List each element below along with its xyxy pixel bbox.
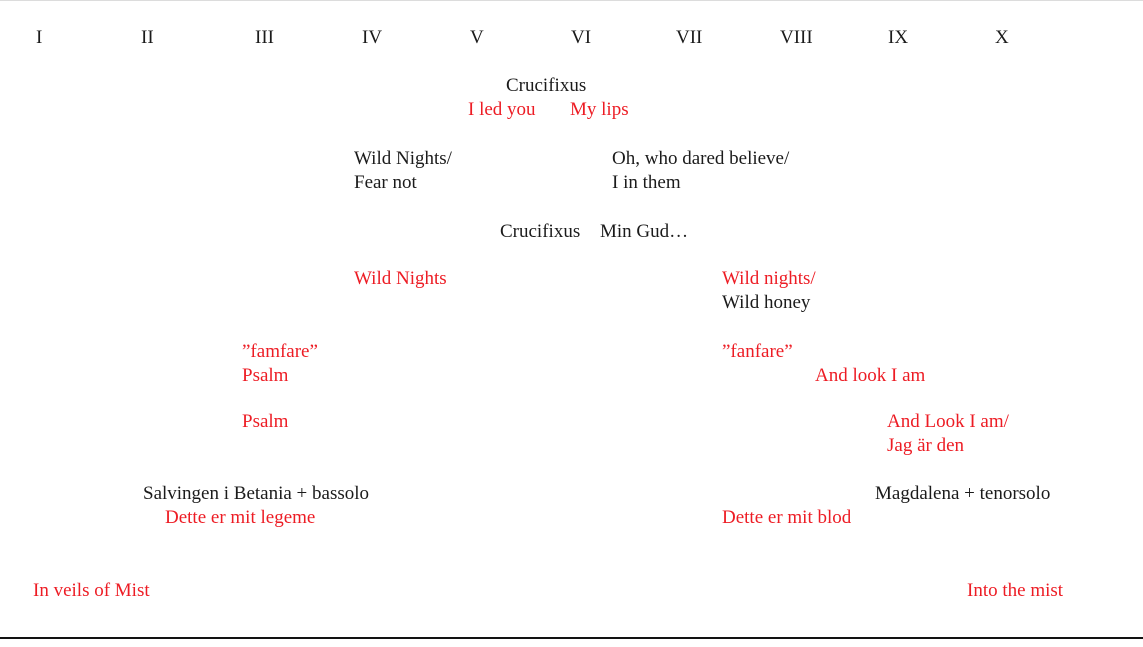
- annotation-line: And Look I am/: [887, 411, 1009, 432]
- label-fanfare: ”fanfare”: [722, 340, 793, 364]
- label-salvingen-i-betania: Salvingen i Betania + bassolo: [143, 482, 369, 506]
- label-famfare-psalm: ”famfare” Psalm: [242, 340, 318, 388]
- label-i-led-you: I led you: [468, 98, 536, 122]
- column-numeral-9: IX: [888, 27, 909, 48]
- annotation-line: My lips: [570, 99, 629, 120]
- annotation-line: Min Gud…: [600, 221, 689, 242]
- label-min-gud: Min Gud…: [600, 220, 688, 244]
- column-numeral-7: VII: [676, 27, 703, 48]
- annotation-line: Psalm: [242, 365, 289, 386]
- column-numeral-3: III: [255, 27, 274, 48]
- column-numeral-6: VI: [571, 27, 592, 48]
- label-psalm-2: Psalm: [242, 410, 288, 434]
- annotation-line: Crucifixus: [500, 221, 581, 242]
- label-crucifixus-mid: Crucifixus: [500, 220, 580, 244]
- label-oh-who-dared-believe: Oh, who dared believe/I in them: [612, 147, 789, 195]
- column-numeral-1: I: [36, 27, 43, 48]
- label-and-look-i-am-jag-ar-den: And Look I am/Jag är den: [887, 410, 1009, 458]
- annotation-line: Oh, who dared believe/: [612, 148, 790, 169]
- annotation-line: Dette er mit legeme: [165, 507, 316, 528]
- label-wild-nights-wild-honey: Wild nights/Wild honey: [722, 267, 816, 315]
- annotation-line: I in them: [612, 172, 681, 193]
- annotation-line: Crucifixus: [506, 75, 587, 96]
- annotation-line: I led you: [468, 99, 536, 120]
- label-in-veils-of-mist: In veils of Mist: [33, 579, 150, 603]
- label-magdalena: Magdalena + tenorsolo: [875, 482, 1050, 506]
- label-and-look-i-am: And look I am: [815, 364, 925, 388]
- top-edge-line: [0, 0, 1143, 1]
- annotation-line: Wild nights/: [722, 268, 816, 289]
- annotation-line: ”fanfare”: [722, 341, 793, 362]
- bottom-rule: [0, 637, 1143, 639]
- label-crucifixus-top: Crucifixus: [506, 74, 586, 98]
- column-numeral-4: IV: [362, 27, 383, 48]
- column-numeral-2: II: [141, 27, 154, 48]
- column-numeral-10: X: [995, 27, 1009, 48]
- annotation-line: Fear not: [354, 172, 417, 193]
- label-wild-nights-fear-not: Wild Nights/Fear not: [354, 147, 452, 195]
- label-dette-er-mit-blod: Dette er mit blod: [722, 506, 851, 530]
- annotation-line: Wild honey: [722, 292, 811, 313]
- label-wild-nights-red: Wild Nights: [354, 267, 447, 291]
- label-dette-er-mit-legeme: Dette er mit legeme: [165, 506, 315, 530]
- annotation-line: ”famfare”: [242, 341, 318, 362]
- column-numeral-8: VIII: [780, 27, 813, 48]
- label-into-the-mist: Into the mist: [967, 579, 1063, 603]
- annotation-line: In veils of Mist: [33, 580, 150, 601]
- annotation-line: Dette er mit blod: [722, 507, 852, 528]
- annotation-line: And look I am: [815, 365, 926, 386]
- label-my-lips: My lips: [570, 98, 629, 122]
- annotation-line: Jag är den: [887, 435, 965, 456]
- annotation-line: Psalm: [242, 411, 289, 432]
- annotation-line: Wild Nights/: [354, 148, 452, 169]
- annotation-line: Into the mist: [967, 580, 1064, 601]
- annotation-line: Salvingen i Betania + bassolo: [143, 483, 370, 504]
- annotation-line: Magdalena + tenorsolo: [875, 483, 1051, 504]
- column-numeral-5: V: [470, 27, 484, 48]
- annotation-line: Wild Nights: [354, 268, 447, 289]
